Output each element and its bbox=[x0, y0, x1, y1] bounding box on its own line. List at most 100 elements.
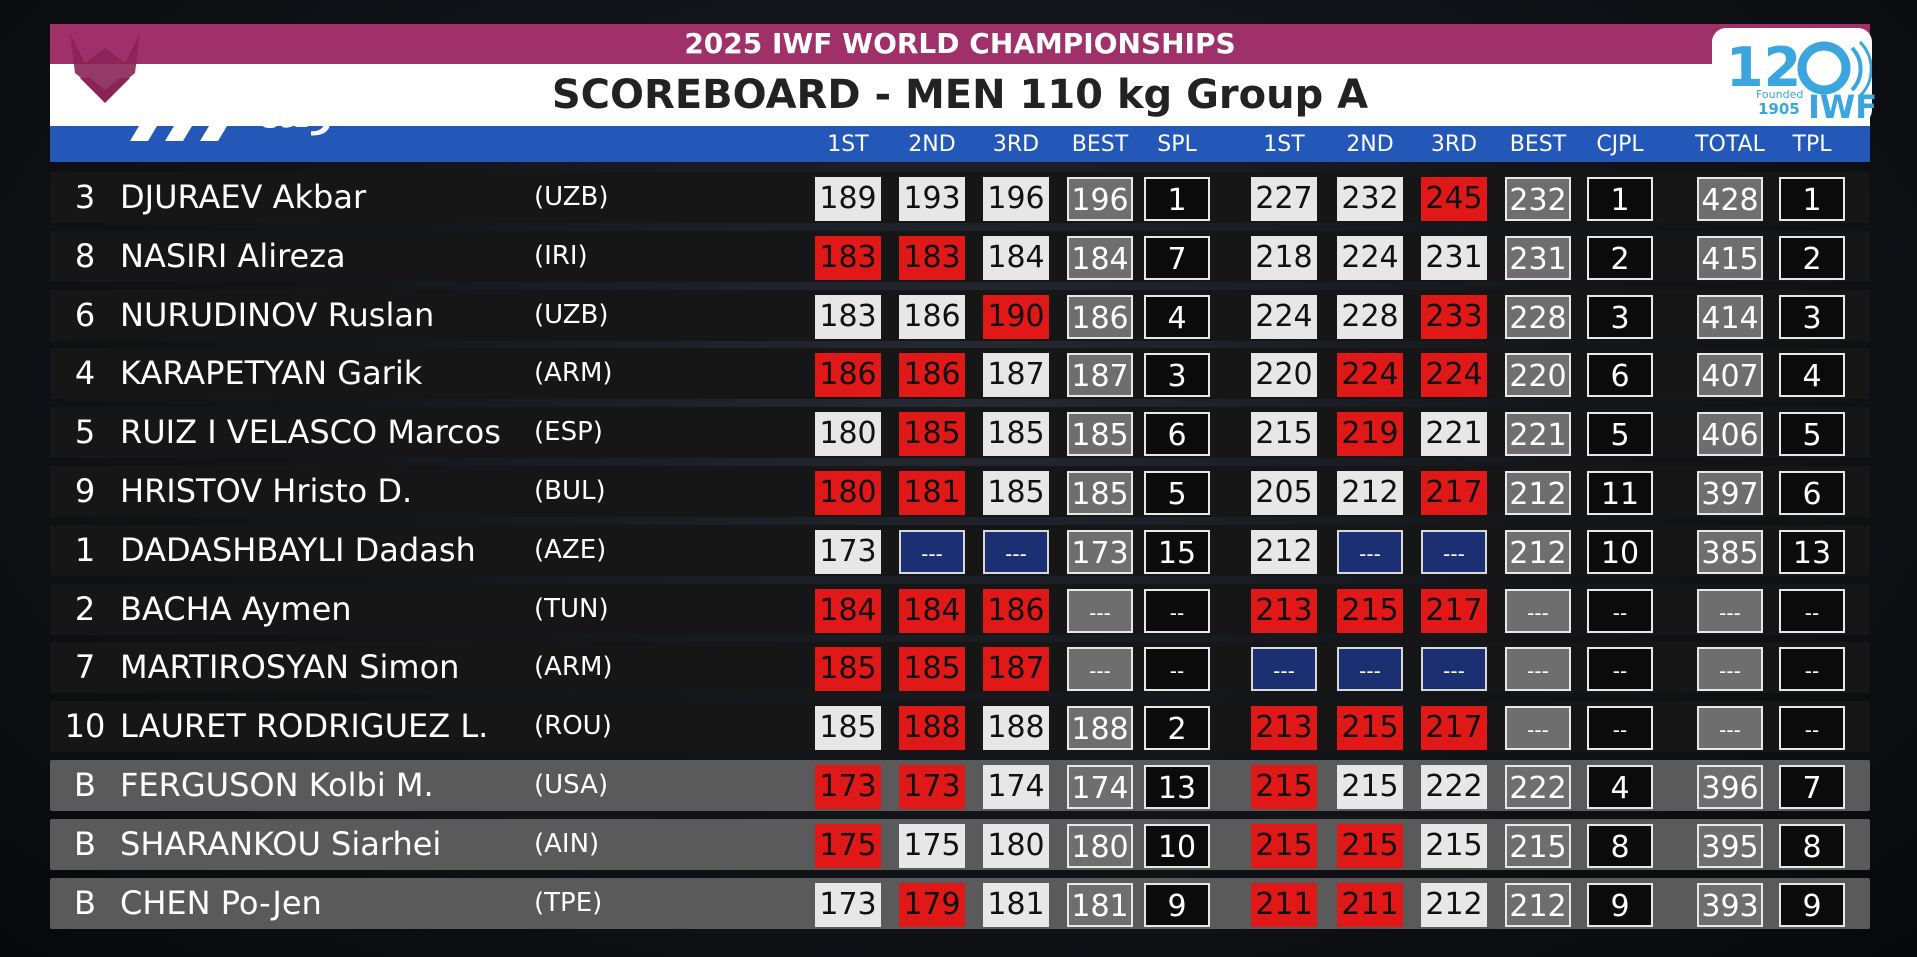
snatch-attempt-3: 187 bbox=[983, 353, 1049, 398]
total-place: 5 bbox=[1779, 412, 1845, 457]
lot-number: 6 bbox=[74, 295, 96, 334]
cj-attempt-1: --- bbox=[1251, 647, 1317, 692]
athlete-name: RUIZ I VELASCO Marcos bbox=[120, 413, 501, 452]
total-place: 8 bbox=[1779, 823, 1845, 868]
snatch-attempt-2: 173 bbox=[899, 765, 965, 809]
total: 407 bbox=[1697, 353, 1763, 398]
total-place: -- bbox=[1779, 647, 1845, 692]
cj-attempt-1: 215 bbox=[1251, 823, 1317, 868]
snatch-place: 3 bbox=[1144, 353, 1210, 398]
lot-number: 4 bbox=[74, 354, 96, 393]
athlete-row: B FERGUSON Kolbi M. (USA) 173 173 174 174 13 215… bbox=[50, 756, 1870, 811]
snatch-place: 1 bbox=[1144, 177, 1210, 221]
event-title: 2025 IWF WORLD CHAMPIONSHIPS bbox=[684, 27, 1236, 60]
column-header-total: TOTAL bbox=[1695, 132, 1765, 157]
cj-attempt-1: 213 bbox=[1251, 706, 1317, 751]
cj-attempt-3: 222 bbox=[1421, 765, 1487, 809]
snatch-attempt-1: 189 bbox=[815, 177, 881, 221]
snatch-best: 180 bbox=[1067, 823, 1133, 868]
athlete-name: LAURET RODRIGUEZ L. bbox=[120, 707, 489, 746]
total-place: 1 bbox=[1779, 177, 1845, 221]
snatch-attempt-3: 185 bbox=[983, 471, 1049, 515]
snatch-attempt-3: 186 bbox=[983, 588, 1049, 633]
cj-place: 8 bbox=[1587, 823, 1653, 868]
event-banner: 2025 IWF WORLD CHAMPIONSHIPS bbox=[50, 24, 1870, 64]
lot-number: 10 bbox=[64, 707, 106, 746]
cj-best: --- bbox=[1505, 647, 1571, 692]
athlete-row: 10 LAURET RODRIGUEZ L. (ROU) 185 188 188 188 2 2… bbox=[50, 697, 1870, 753]
snatch-best: 173 bbox=[1067, 529, 1133, 574]
cj-best: 228 bbox=[1505, 294, 1571, 339]
cj-attempt-2: 215 bbox=[1337, 765, 1403, 809]
total-place: -- bbox=[1779, 588, 1845, 633]
column-header-cjpl: CJPL bbox=[1596, 132, 1644, 157]
snatch-attempt-2: 183 bbox=[899, 235, 965, 280]
total-place: 6 bbox=[1779, 471, 1845, 515]
athlete-name: NURUDINOV Ruslan bbox=[120, 295, 435, 334]
snatch-attempt-1: 186 bbox=[815, 353, 881, 398]
snatch-best: --- bbox=[1067, 647, 1133, 692]
athlete-name: KARAPETYAN Garik bbox=[120, 354, 423, 393]
athlete-nation: (ROU) bbox=[534, 711, 612, 742]
lot-number: 5 bbox=[74, 413, 96, 452]
snatch-attempt-2: 186 bbox=[899, 353, 965, 398]
athlete-nation: (ARM) bbox=[534, 652, 613, 683]
cj-attempt-3: 221 bbox=[1421, 412, 1487, 457]
cj-attempt-2: 211 bbox=[1337, 882, 1403, 927]
lot-number: 7 bbox=[74, 648, 96, 687]
total-place: 7 bbox=[1779, 765, 1845, 809]
athlete-nation: (AZE) bbox=[534, 534, 607, 565]
cj-attempt-2: 215 bbox=[1337, 706, 1403, 751]
cj-attempt-1: 213 bbox=[1251, 588, 1317, 633]
cj-best: --- bbox=[1505, 588, 1571, 633]
athlete-row: 9 HRISTOV Hristo D. (BUL) 180 181 185 185 5 205 2… bbox=[50, 462, 1870, 517]
snatch-attempt-2: 185 bbox=[899, 412, 965, 457]
lot-number: B bbox=[74, 824, 96, 863]
cj-best: 221 bbox=[1505, 412, 1571, 457]
cj-attempt-1: 227 bbox=[1251, 177, 1317, 221]
cj-attempt-3: 212 bbox=[1421, 882, 1487, 927]
snatch-attempt-1: 183 bbox=[815, 294, 881, 339]
cj-attempt-3: --- bbox=[1421, 647, 1487, 692]
total-place: 2 bbox=[1779, 235, 1845, 280]
snatch-attempt-2: 179 bbox=[899, 882, 965, 927]
snatch-attempt-3: --- bbox=[983, 529, 1049, 574]
cj-attempt-3: 217 bbox=[1421, 588, 1487, 633]
athlete-row: B SHARANKOU Siarhei (AIN) 175 175 180 180 10 215… bbox=[50, 815, 1870, 870]
snatch-attempt-2: --- bbox=[899, 529, 965, 574]
snatch-attempt-3: 196 bbox=[983, 177, 1049, 221]
athlete-nation: (TPE) bbox=[534, 887, 603, 918]
iwf-org-text: IWF bbox=[1808, 88, 1878, 126]
cj-attempt-3: 217 bbox=[1421, 706, 1487, 751]
cj-place: -- bbox=[1587, 706, 1653, 751]
athlete-nation: (UZB) bbox=[534, 299, 609, 330]
cj-place: 6 bbox=[1587, 353, 1653, 398]
column-header-1st: 1ST bbox=[827, 132, 869, 157]
total: 397 bbox=[1697, 471, 1763, 515]
cj-attempt-2: 219 bbox=[1337, 412, 1403, 457]
athlete-nation: (USA) bbox=[534, 770, 609, 800]
iwf-120-logo-icon: 12 bbox=[1712, 28, 1872, 124]
cj-attempt-1: 212 bbox=[1251, 529, 1317, 574]
snatch-attempt-1: 173 bbox=[815, 765, 881, 809]
athlete-nation: (BUL) bbox=[534, 476, 606, 506]
cj-attempt-1: 215 bbox=[1251, 765, 1317, 809]
snatch-attempt-1: 175 bbox=[815, 823, 881, 868]
total-place: 3 bbox=[1779, 294, 1845, 339]
cj-attempt-1: 211 bbox=[1251, 882, 1317, 927]
cj-best: 212 bbox=[1505, 882, 1571, 927]
cj-attempt-2: 224 bbox=[1337, 353, 1403, 398]
cj-best: 232 bbox=[1505, 177, 1571, 221]
snatch-attempt-2: 188 bbox=[899, 706, 965, 751]
athlete-row: 3 DJURAEV Akbar (UZB) 189 193 196 196 1 227 232 24… bbox=[50, 168, 1870, 223]
total: --- bbox=[1697, 706, 1763, 751]
total-place: 13 bbox=[1779, 529, 1845, 574]
athlete-row: 4 KARAPETYAN Garik (ARM) 186 186 187 187 3 220 22… bbox=[50, 344, 1870, 400]
snatch-attempt-3: 181 bbox=[983, 882, 1049, 927]
total: 406 bbox=[1697, 412, 1763, 457]
snatch-place: 15 bbox=[1144, 529, 1210, 574]
cj-attempt-2: 224 bbox=[1337, 235, 1403, 280]
snatch-place: -- bbox=[1144, 647, 1210, 692]
lot-number: 9 bbox=[74, 472, 96, 510]
athlete-row: 2 BACHA Aymen (TUN) 184 184 186 --- -- 213 215 217… bbox=[50, 580, 1870, 635]
